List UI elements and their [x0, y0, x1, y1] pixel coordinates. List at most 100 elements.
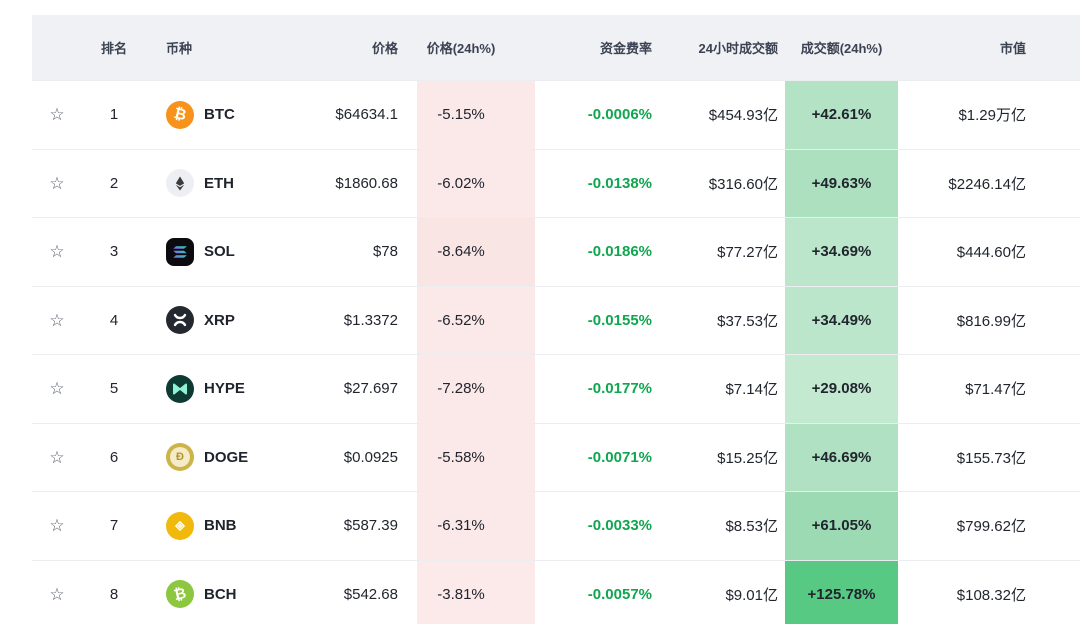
favorite-star-icon[interactable]: ☆ — [49, 173, 65, 193]
price-change-cell: -5.15% — [417, 81, 535, 149]
funding-rate-value: -0.0177% — [587, 380, 652, 398]
coin-symbol: DOGE — [204, 448, 249, 466]
table-row-xrp[interactable]: ☆ 4 XRP $1.3372 -6.52% -0.0155% $37.53亿 … — [32, 285, 1080, 354]
table-row-eth[interactable]: ☆ 2 ETH $1860.68 -6.02% -0.0138% $316.60… — [32, 148, 1080, 217]
crypto-market-page: 排名 币种 价格 价格(24h%) 资金费率 24小时成交额 成交额(24h%)… — [0, 15, 1080, 624]
funding-rate-value: -0.0155% — [587, 311, 652, 329]
table-row-bch[interactable]: ☆ 8 ₿ BCH $542.68 -3.81% -0.0057% $9.01亿… — [32, 559, 1080, 624]
table-row-btc[interactable]: ☆ 1 ₿ BTC $64634.1 -5.15% -0.0006% $454.… — [32, 80, 1080, 149]
coin-symbol: HYPE — [204, 380, 245, 398]
funding-rate-value: -0.0033% — [587, 517, 652, 535]
favorite-star-icon[interactable]: ☆ — [49, 310, 65, 330]
table-row-doge[interactable]: ☆ 6 Ð DOGE $0.0925 -5.58% -0.0071% $15.2… — [32, 422, 1080, 491]
rank-value: 5 — [109, 380, 119, 398]
price-value: $78 — [372, 243, 398, 261]
rank-value: 2 — [109, 174, 119, 192]
market-cap-value: $799.62亿 — [956, 518, 1026, 536]
favorite-star-icon[interactable]: ☆ — [49, 105, 65, 125]
funding-rate-value: -0.0071% — [587, 448, 652, 466]
volume-value: $37.53亿 — [717, 312, 778, 330]
coin-symbol: BCH — [204, 585, 237, 603]
table-row-sol[interactable]: ☆ 3 SOL $78 -8.64% -0.0186% — [32, 217, 1080, 286]
volume-value: $9.01亿 — [725, 586, 778, 604]
rank-value: 4 — [109, 311, 119, 329]
volume-change-cell: +49.63% — [785, 149, 898, 217]
rank-value: 8 — [109, 585, 119, 603]
bch-coin-icon: ₿ — [166, 580, 194, 609]
price-change-cell: -6.02% — [417, 149, 535, 217]
volume-change-cell: +34.69% — [785, 218, 898, 286]
btc-coin-icon: ₿ — [166, 100, 194, 129]
header-rank[interactable]: 排名 — [100, 41, 127, 56]
volume-value: $7.14亿 — [725, 381, 778, 399]
volume-value: $454.93亿 — [708, 107, 778, 125]
volume-change-cell: +29.08% — [785, 355, 898, 423]
volume-change-cell: +61.05% — [785, 492, 898, 560]
rank-value: 1 — [109, 106, 119, 124]
header-price-change-24h[interactable]: 价格(24h%) — [426, 41, 496, 56]
xrp-coin-icon — [166, 306, 194, 335]
volume-change-cell: +125.78% — [785, 560, 898, 624]
sol-coin-icon — [166, 237, 194, 266]
price-change-cell: -8.64% — [417, 218, 535, 286]
price-change-cell: -6.31% — [417, 492, 535, 560]
favorite-star-icon[interactable]: ☆ — [49, 516, 65, 536]
eth-coin-icon — [166, 169, 194, 198]
price-change-cell: -6.52% — [417, 286, 535, 354]
volume-value: $316.60亿 — [708, 175, 778, 193]
funding-rate-value: -0.0006% — [587, 106, 652, 124]
volume-value: $8.53亿 — [725, 518, 778, 536]
coin-symbol: XRP — [204, 311, 235, 329]
price-value: $587.39 — [343, 517, 398, 535]
market-cap-value: $108.32亿 — [956, 586, 1026, 604]
market-cap-value: $816.99亿 — [956, 312, 1026, 330]
coin-symbol: BNB — [204, 517, 237, 535]
header-coin[interactable]: 币种 — [166, 41, 193, 56]
funding-rate-value: -0.0138% — [587, 174, 652, 192]
table-header-row: 排名 币种 价格 价格(24h%) 资金费率 24小时成交额 成交额(24h%)… — [32, 15, 1080, 80]
table-row-bnb[interactable]: ☆ 7 BNB $587.39 -6.31% -0.0033% $8.53亿 +… — [32, 491, 1080, 560]
price-value: $1.3372 — [343, 311, 398, 329]
market-cap-value: $2246.14亿 — [948, 175, 1026, 193]
price-value: $64634.1 — [335, 106, 398, 124]
table-row-hype[interactable]: ☆ 5 HYPE $27.697 -7.28% -0.0177% $7.14亿 … — [32, 354, 1080, 423]
price-change-cell: -5.58% — [417, 423, 535, 491]
market-cap-value: $155.73亿 — [956, 449, 1026, 467]
price-value: $542.68 — [343, 585, 398, 603]
favorite-star-icon[interactable]: ☆ — [49, 447, 65, 467]
bnb-coin-icon — [166, 511, 194, 540]
funding-rate-value: -0.0186% — [587, 243, 652, 261]
favorite-star-icon[interactable]: ☆ — [49, 584, 65, 604]
favorite-star-icon[interactable]: ☆ — [49, 242, 65, 262]
price-value: $27.697 — [343, 380, 398, 398]
market-cap-value: $71.47亿 — [965, 381, 1026, 399]
volume-change-cell: +34.49% — [785, 286, 898, 354]
doge-coin-icon: Ð — [166, 443, 194, 472]
header-volume-24h[interactable]: 24小时成交额 — [698, 41, 778, 56]
volume-value: $15.25亿 — [717, 449, 778, 467]
rank-value: 7 — [109, 517, 119, 535]
market-cap-value: $444.60亿 — [956, 244, 1026, 262]
price-change-cell: -7.28% — [417, 355, 535, 423]
header-market-cap[interactable]: 市值 — [999, 41, 1026, 56]
volume-change-cell: +42.61% — [785, 81, 898, 149]
header-volume-change-24h[interactable]: 成交额(24h%) — [800, 41, 883, 56]
price-value: $0.0925 — [343, 448, 398, 466]
market-cap-value: $1.29万亿 — [958, 107, 1026, 125]
favorite-star-icon[interactable]: ☆ — [49, 379, 65, 399]
market-table: 排名 币种 价格 价格(24h%) 资金费率 24小时成交额 成交额(24h%)… — [32, 15, 1080, 624]
coin-symbol: SOL — [204, 243, 235, 261]
rank-value: 3 — [109, 243, 119, 261]
header-price[interactable]: 价格 — [371, 41, 398, 56]
header-funding-rate[interactable]: 资金费率 — [599, 41, 652, 56]
price-value: $1860.68 — [335, 174, 398, 192]
coin-symbol: BTC — [204, 106, 235, 124]
volume-value: $77.27亿 — [717, 244, 778, 262]
volume-change-cell: +46.69% — [785, 423, 898, 491]
header-favorite — [32, 15, 82, 80]
coin-symbol: ETH — [204, 174, 234, 192]
price-change-cell: -3.81% — [417, 560, 535, 624]
rank-value: 6 — [109, 448, 119, 466]
hype-coin-icon — [166, 374, 194, 403]
funding-rate-value: -0.0057% — [587, 585, 652, 603]
